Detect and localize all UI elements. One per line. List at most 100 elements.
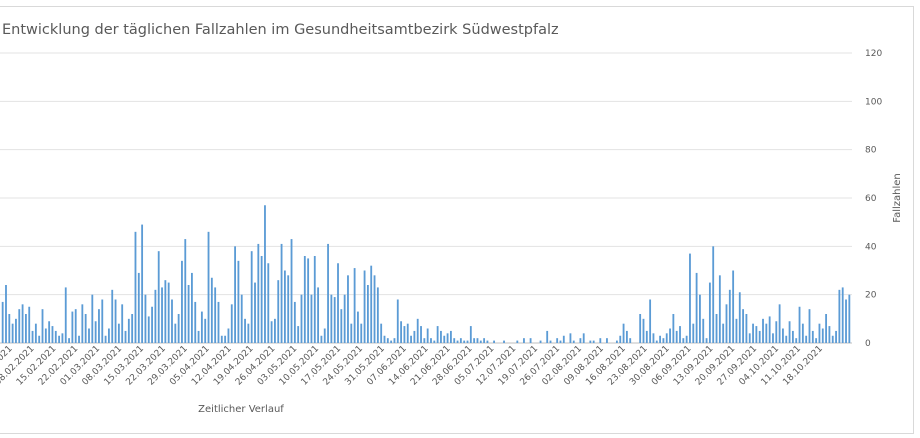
bar bbox=[247, 323, 250, 343]
bar bbox=[376, 287, 379, 343]
bar bbox=[546, 330, 549, 343]
y-tick-label: 0 bbox=[865, 339, 871, 349]
y-tick-label: 20 bbox=[865, 291, 877, 301]
bar bbox=[689, 253, 691, 343]
bar bbox=[775, 321, 778, 343]
bar bbox=[549, 340, 552, 343]
bar bbox=[659, 335, 661, 343]
bar bbox=[728, 289, 731, 343]
bar bbox=[559, 340, 562, 343]
bar bbox=[194, 301, 197, 343]
bar bbox=[283, 270, 286, 343]
bar bbox=[479, 340, 482, 343]
bar bbox=[639, 314, 642, 343]
bar bbox=[645, 330, 648, 343]
bar bbox=[174, 323, 177, 343]
bar bbox=[675, 330, 678, 343]
bar bbox=[240, 294, 243, 343]
bar bbox=[712, 246, 715, 343]
bar bbox=[191, 272, 193, 343]
bar bbox=[347, 275, 349, 343]
bar bbox=[592, 340, 595, 343]
bar bbox=[752, 323, 754, 343]
bar bbox=[708, 282, 711, 343]
bar bbox=[124, 330, 127, 343]
bar bbox=[293, 301, 296, 343]
bar bbox=[579, 338, 582, 343]
bar bbox=[423, 338, 426, 343]
chart-frame bbox=[0, 6, 914, 434]
bar bbox=[343, 294, 346, 343]
bar bbox=[589, 340, 592, 343]
bar bbox=[692, 323, 695, 343]
bar bbox=[582, 333, 585, 343]
bar bbox=[121, 304, 124, 343]
bar-series bbox=[1, 205, 851, 343]
bar bbox=[320, 335, 323, 343]
bar bbox=[310, 294, 313, 343]
bar bbox=[220, 335, 223, 343]
bar bbox=[380, 323, 383, 343]
bar bbox=[5, 285, 7, 343]
bar bbox=[815, 338, 818, 343]
bar bbox=[64, 287, 67, 343]
bar bbox=[200, 311, 203, 343]
bar bbox=[403, 326, 406, 343]
bar bbox=[187, 285, 190, 343]
bar bbox=[277, 280, 280, 343]
bar bbox=[41, 309, 44, 343]
bar bbox=[210, 277, 213, 343]
bar bbox=[181, 260, 183, 343]
bar bbox=[15, 318, 17, 343]
bar bbox=[28, 306, 31, 343]
bar bbox=[413, 330, 416, 343]
bar bbox=[204, 318, 207, 343]
y-tick-label: 120 bbox=[865, 49, 882, 59]
y-tick-label: 60 bbox=[865, 194, 877, 204]
bar bbox=[476, 338, 479, 343]
bar bbox=[91, 294, 94, 343]
bar bbox=[848, 294, 851, 343]
bar bbox=[131, 314, 134, 343]
gridlines bbox=[0, 52, 852, 344]
bar bbox=[300, 294, 303, 343]
bar bbox=[383, 335, 386, 343]
bar bbox=[307, 258, 310, 343]
bar bbox=[38, 335, 41, 343]
bar bbox=[433, 340, 436, 343]
bar bbox=[114, 299, 117, 343]
bar bbox=[742, 309, 745, 343]
bar bbox=[177, 314, 180, 343]
bar bbox=[280, 243, 283, 343]
bar bbox=[141, 224, 144, 343]
bar bbox=[410, 335, 412, 343]
bar bbox=[486, 340, 489, 343]
bar bbox=[469, 326, 472, 343]
y-tick-label: 100 bbox=[865, 97, 882, 107]
bar bbox=[8, 314, 11, 343]
bar bbox=[44, 328, 47, 343]
bar bbox=[649, 299, 652, 343]
bar bbox=[84, 314, 87, 343]
bar bbox=[562, 335, 565, 343]
bar bbox=[386, 338, 389, 343]
bar bbox=[134, 231, 137, 343]
bar bbox=[828, 326, 831, 343]
bar bbox=[330, 294, 333, 343]
bar bbox=[459, 338, 462, 343]
bar bbox=[715, 314, 718, 343]
bar bbox=[682, 338, 685, 343]
bar bbox=[732, 270, 735, 343]
bar bbox=[523, 338, 525, 343]
bar bbox=[1, 301, 4, 343]
bar bbox=[572, 340, 575, 343]
bar bbox=[274, 318, 276, 343]
bar bbox=[426, 328, 429, 343]
bar bbox=[171, 299, 173, 343]
bar bbox=[821, 328, 824, 343]
bar bbox=[811, 330, 814, 343]
bar bbox=[443, 335, 446, 343]
bar bbox=[260, 256, 263, 343]
bar bbox=[699, 294, 701, 343]
bar bbox=[127, 318, 130, 343]
